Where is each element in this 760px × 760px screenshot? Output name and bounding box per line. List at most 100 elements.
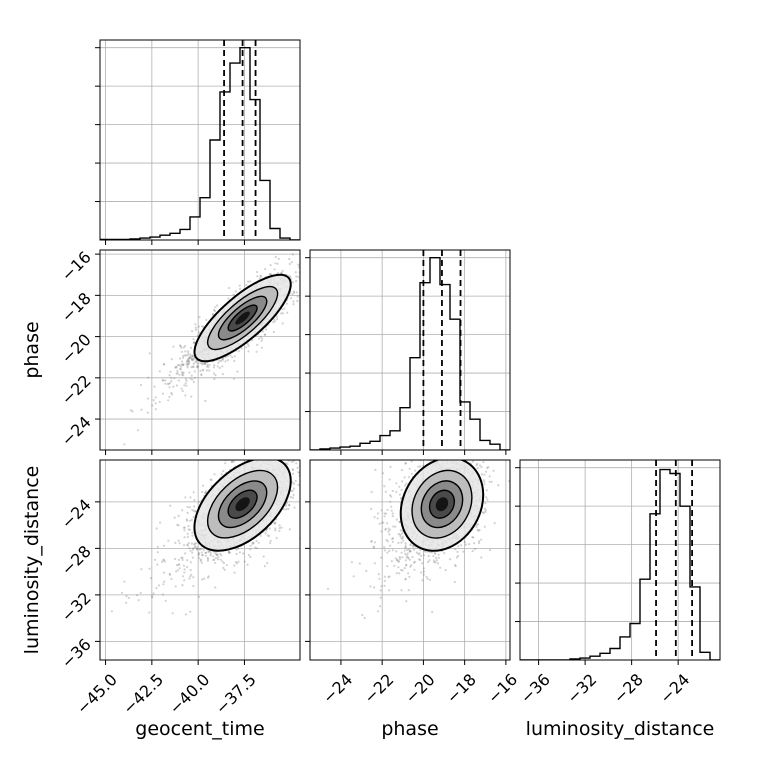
sample-point — [183, 571, 186, 574]
sample-point — [388, 589, 391, 592]
sample-point — [163, 560, 166, 563]
sample-point — [288, 504, 291, 507]
sample-point — [354, 669, 356, 671]
sample-point — [214, 586, 217, 589]
sample-point — [370, 540, 373, 543]
sample-point — [391, 540, 394, 543]
sample-point — [177, 539, 180, 542]
sample-point — [465, 453, 467, 455]
sample-point — [209, 554, 212, 557]
sample-point — [191, 354, 194, 357]
sample-point — [424, 550, 427, 553]
sample-point — [166, 382, 169, 386]
sample-point — [259, 335, 263, 338]
sample-point — [255, 539, 258, 543]
sample-point — [192, 337, 195, 341]
sample-point — [189, 569, 192, 572]
sample-point — [193, 543, 196, 546]
sample-point — [292, 493, 295, 496]
sample-point — [192, 362, 195, 365]
sample-point — [411, 555, 414, 559]
sample-point — [277, 257, 280, 260]
sample-point — [192, 365, 195, 368]
sample-point — [233, 359, 236, 363]
sample-point — [456, 550, 459, 554]
sample-point — [419, 548, 422, 552]
sample-point — [163, 363, 166, 366]
sample-point — [408, 558, 411, 561]
sample-point — [403, 549, 406, 552]
sample-point — [269, 542, 272, 545]
sample-point — [252, 541, 255, 544]
sample-point — [219, 552, 222, 555]
sample-point — [203, 491, 206, 494]
sample-point — [216, 558, 219, 561]
sample-point — [265, 456, 267, 458]
sample-point — [153, 385, 156, 388]
sample-point — [404, 542, 407, 545]
sample-point — [361, 613, 364, 617]
sample-point — [281, 269, 284, 272]
panel-frame — [309, 249, 511, 451]
sample-point — [182, 371, 185, 374]
sample-point — [257, 541, 260, 544]
sample-point — [185, 354, 188, 357]
sample-point — [273, 318, 276, 321]
sample-point — [158, 400, 161, 403]
sample-point — [191, 365, 194, 368]
sample-point — [183, 568, 186, 571]
sample-point — [150, 595, 154, 598]
sample-point — [399, 533, 402, 536]
sample-point — [227, 550, 230, 553]
sample-point — [283, 307, 286, 310]
sample-point — [387, 530, 390, 533]
sample-point — [407, 476, 410, 479]
sample-point — [175, 570, 178, 573]
sample-point — [493, 522, 496, 525]
sample-point — [191, 508, 194, 511]
sample-point — [194, 510, 197, 513]
sample-point — [200, 561, 203, 564]
sample-point — [259, 534, 262, 537]
sample-point — [261, 330, 265, 333]
sample-point — [453, 455, 455, 457]
sample-point — [213, 558, 216, 561]
sample-point — [386, 508, 389, 511]
sample-point — [483, 473, 486, 476]
sample-point — [189, 575, 192, 578]
sample-point — [182, 354, 185, 357]
sample-point — [177, 379, 180, 382]
sample-point — [173, 516, 176, 519]
sample-point — [125, 601, 128, 604]
sample-point — [449, 434, 451, 436]
sample-point — [183, 536, 186, 539]
sample-point — [248, 454, 250, 456]
sample-point — [401, 569, 404, 572]
sample-point — [408, 467, 411, 470]
sample-point — [457, 452, 459, 454]
sample-point — [303, 286, 305, 288]
sample-point — [175, 384, 178, 387]
sample-point — [200, 551, 203, 554]
sample-point — [140, 568, 143, 571]
sample-point — [206, 576, 210, 579]
sample-point — [477, 529, 480, 532]
sample-point — [276, 452, 278, 454]
sample-point — [187, 354, 190, 357]
sample-point — [397, 566, 400, 569]
sample-point — [171, 612, 174, 615]
sample-point — [184, 350, 187, 353]
sample-point — [191, 551, 194, 554]
sample-point — [188, 357, 191, 360]
sample-point — [378, 577, 381, 580]
sample-point — [164, 379, 167, 382]
sample-point — [164, 382, 167, 385]
sample-point — [214, 306, 217, 309]
sample-point — [183, 354, 186, 357]
sample-point — [290, 489, 293, 493]
sample-point — [395, 482, 398, 485]
sample-point — [222, 561, 225, 565]
sample-point — [391, 537, 395, 540]
sample-point — [376, 517, 379, 520]
sample-point — [179, 345, 182, 348]
